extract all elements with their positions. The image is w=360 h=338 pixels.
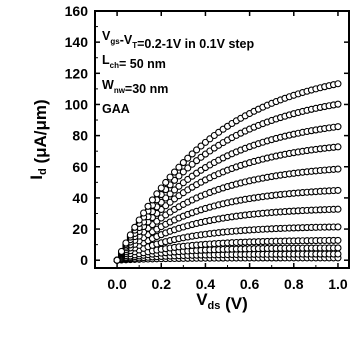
- data-point: [334, 205, 342, 213]
- text-part: V: [102, 29, 111, 43]
- data-point: [170, 186, 179, 194]
- subscript: ds: [208, 300, 221, 312]
- plot-area: 0.0 0.2 0.4 0.6 0.8 1.0 0 20 40 60 80 100 120 140 160 V…: [27, 3, 350, 313]
- y-tick-label: 160: [65, 3, 89, 19]
- data-point: [334, 123, 342, 131]
- text-part: -V: [120, 33, 133, 47]
- x-tick-label: 0.8: [284, 276, 304, 292]
- text-part: (μA/μm): [31, 99, 50, 168]
- text-part: L: [102, 53, 110, 67]
- data-point: [162, 178, 170, 186]
- data-point: [334, 223, 342, 231]
- data-point: [334, 80, 342, 88]
- annotation-line-1: Vgs-VT=0.2-1V in 0.1V step: [102, 29, 255, 51]
- data-point: [179, 168, 187, 176]
- data-point: [334, 100, 342, 108]
- data-point: [157, 184, 165, 192]
- data-point: [166, 173, 174, 181]
- data-point: [153, 190, 161, 198]
- text-part: V: [196, 290, 208, 309]
- data-point: [131, 223, 139, 231]
- subscript: d: [37, 168, 49, 175]
- data-point: [144, 202, 152, 210]
- text-part: = 50 nm: [119, 57, 166, 71]
- x-tick-label: 0.6: [240, 276, 260, 292]
- data-point: [175, 182, 183, 190]
- data-point: [201, 138, 209, 146]
- data-point: [117, 247, 126, 255]
- data-point: [184, 164, 192, 172]
- y-axis-title: Id (μA/μm): [27, 99, 50, 179]
- data-point: [188, 150, 196, 158]
- data-point: [135, 216, 143, 224]
- data-point: [122, 239, 130, 247]
- data-point: [334, 244, 342, 252]
- data-point: [175, 163, 183, 171]
- x-tick-label: 0.0: [107, 276, 127, 292]
- y-tick-label: 80: [72, 128, 88, 144]
- x-tick-label: 0.4: [196, 276, 216, 292]
- data-point: [179, 159, 187, 167]
- data-point: [334, 143, 342, 151]
- y-tick-label: 60: [72, 159, 88, 175]
- text-part: (V): [220, 294, 247, 313]
- subscript: ch: [110, 61, 119, 70]
- y-tick-label: 100: [65, 96, 89, 112]
- data-point: [334, 236, 342, 244]
- data-point: [193, 146, 201, 154]
- annotation-line-3: Wnw=30 nm: [102, 78, 168, 96]
- x-tick-label: 1.0: [328, 276, 348, 292]
- annotation-line-4: GAA: [102, 102, 130, 116]
- subscript: T: [132, 41, 137, 50]
- y-tick-label: 20: [72, 221, 88, 237]
- y-tick-label: 120: [65, 65, 89, 81]
- data-point: [184, 154, 192, 162]
- text-part: =30 nm: [125, 82, 168, 96]
- series-8: [113, 165, 342, 264]
- text-part: I: [27, 175, 46, 180]
- data-point: [188, 160, 196, 168]
- data-point: [126, 231, 134, 239]
- subscript: gs: [110, 37, 120, 46]
- data-point: [140, 209, 148, 217]
- data-point: [197, 142, 205, 150]
- data-point: [334, 250, 342, 258]
- y-tick-label: 140: [65, 34, 89, 50]
- data-point: [166, 190, 174, 198]
- data-point: [334, 165, 342, 173]
- y-tick-label: 40: [72, 190, 88, 206]
- x-tick-label: 0.2: [152, 276, 172, 292]
- text-part: =0.2-1V in 0.1V step: [137, 37, 254, 51]
- data-point: [170, 168, 179, 176]
- data-point: [175, 172, 183, 180]
- data-point: [334, 186, 342, 194]
- text-part: GAA: [102, 102, 130, 116]
- x-axis-title: Vds (V): [196, 290, 248, 313]
- plot-frame: [94, 10, 350, 269]
- series-5: [113, 223, 342, 264]
- series-12: [113, 80, 342, 264]
- data-point: [148, 196, 156, 204]
- y-tick-label: 0: [80, 252, 88, 268]
- data-point: [113, 256, 121, 264]
- subscript: nw: [114, 86, 126, 95]
- annotation-line-2: Lch= 50 nm: [102, 53, 166, 71]
- text-part: W: [102, 78, 114, 92]
